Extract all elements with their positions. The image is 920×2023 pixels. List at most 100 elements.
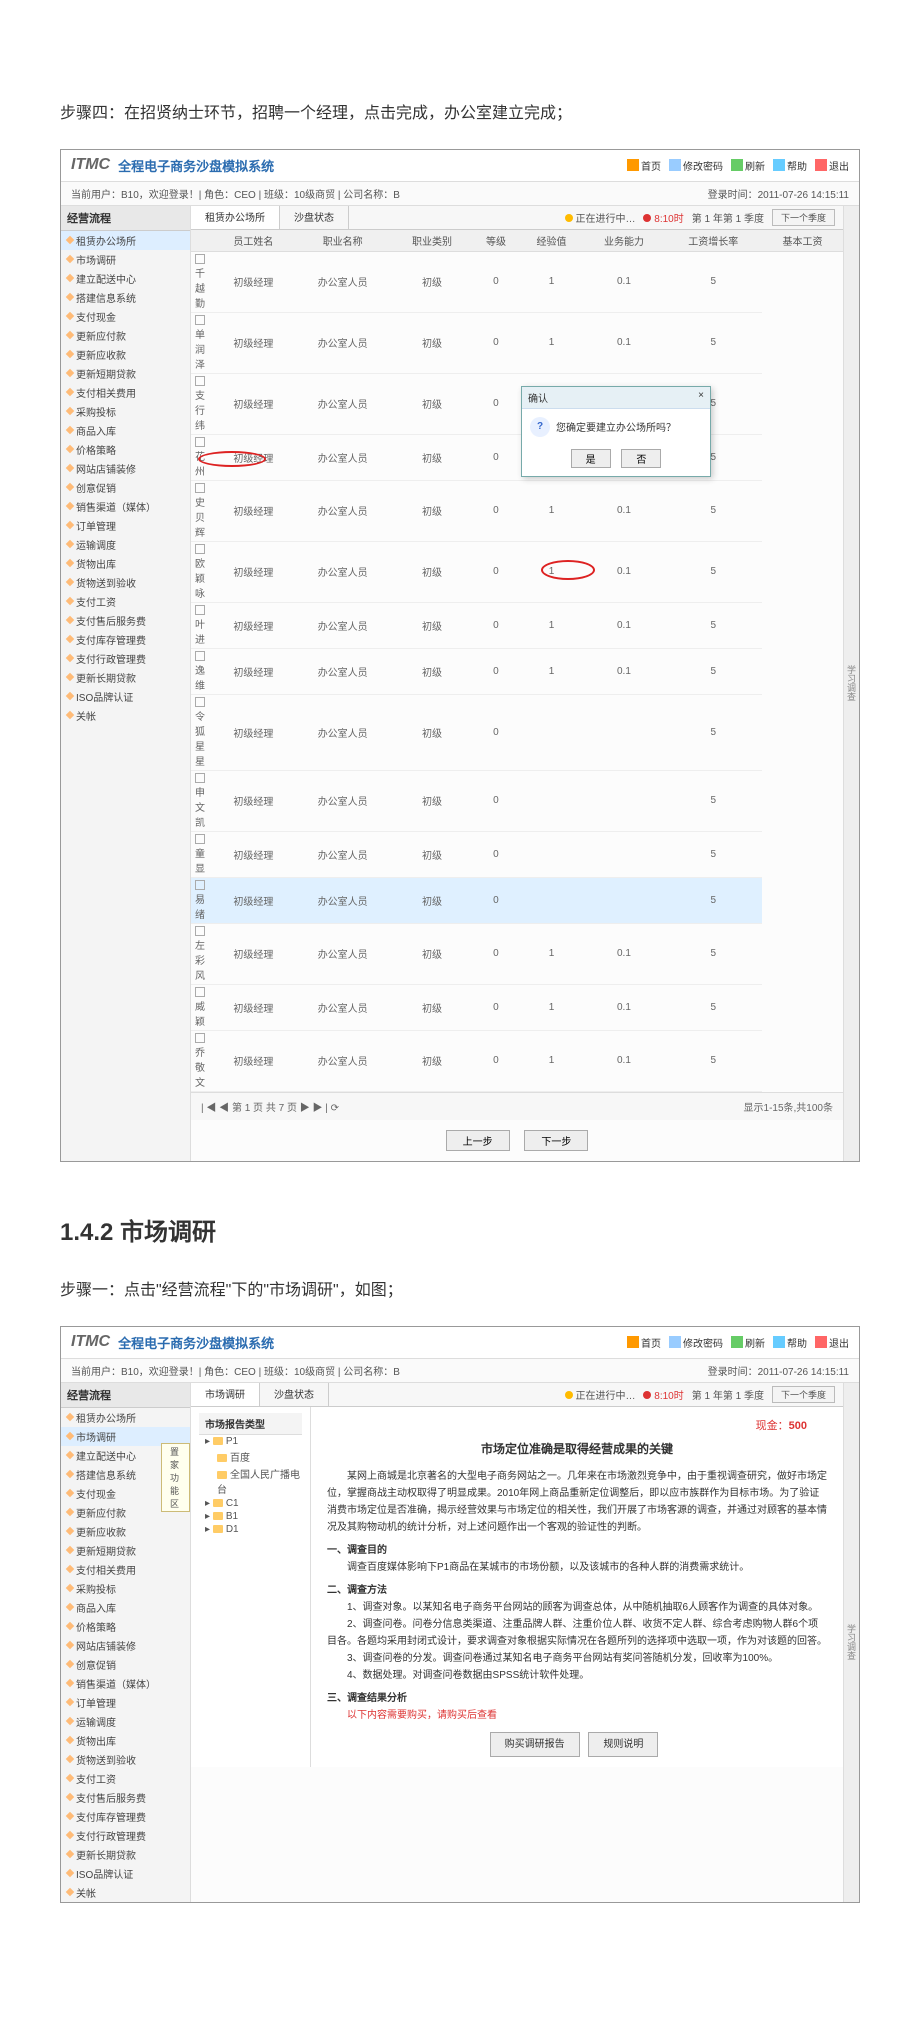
sidebar-item[interactable]: 支付库存管理费 (61, 1807, 190, 1826)
prev-button[interactable]: 上一步 (446, 1130, 510, 1151)
sidebar-item[interactable]: 销售渠道（媒体） (61, 1674, 190, 1693)
table-row[interactable]: 支行纬初级经理办公室人员初级010.15 (191, 373, 843, 434)
change-pw-link[interactable]: 修改密码 (669, 1335, 723, 1350)
sidebar-item[interactable]: 建立配送中心 (61, 269, 190, 288)
exit-link[interactable]: 退出 (815, 158, 849, 173)
sidebar-item[interactable]: 货物送到验收 (61, 573, 190, 592)
sidebar-item[interactable]: 支付工资 (61, 592, 190, 611)
table-row[interactable]: 易绪初级经理办公室人员初级05 (191, 877, 843, 923)
tab-status[interactable]: 沙盘状态 (280, 206, 349, 229)
sidebar-item[interactable]: 更新长期贷款 (61, 1845, 190, 1864)
rules-button[interactable]: 规则说明 (588, 1732, 658, 1757)
sidebar-item[interactable]: 支付售后服务费 (61, 611, 190, 630)
sidebar-item[interactable]: 运输调度 (61, 535, 190, 554)
table-row[interactable]: 千越勤初级经理办公室人员初级010.15 (191, 251, 843, 312)
help-link[interactable]: 帮助 (773, 1335, 807, 1350)
login-time: 登录时间：2011-07-26 14:15:11 (708, 1363, 849, 1378)
table-row[interactable]: 史贝辉初级经理办公室人员初级010.15 (191, 480, 843, 541)
sidebar-item[interactable]: 支付库存管理费 (61, 630, 190, 649)
right-tabs[interactable]: 学习调查媒体广告 (843, 1383, 859, 1902)
table-row[interactable]: 左彩风初级经理办公室人员初级010.15 (191, 923, 843, 984)
sidebar-item[interactable]: 租赁办公场所 (61, 231, 190, 250)
sidebar-item[interactable]: 更新短期贷款 (61, 1541, 190, 1560)
sidebar-item[interactable]: ISO品牌认证 (61, 687, 190, 706)
buy-report-button[interactable]: 购买调研报告 (490, 1732, 580, 1757)
sidebar-item[interactable]: 租赁办公场所 (61, 1408, 190, 1427)
sidebar: 经营流程 租赁办公场所市场调研建立配送中心搭建信息系统支付现金更新应付款更新应收… (61, 1383, 191, 1902)
sidebar-item[interactable]: 价格策略 (61, 440, 190, 459)
table-row[interactable]: 欧颖咏初级经理办公室人员初级010.15 (191, 541, 843, 602)
sidebar-item[interactable]: 搭建信息系统 (61, 288, 190, 307)
sidebar-item[interactable]: 创意促销 (61, 1655, 190, 1674)
table-row[interactable]: 单润泽初级经理办公室人员初级010.15 (191, 312, 843, 373)
table-row[interactable]: 逸维初级经理办公室人员初级010.15 (191, 648, 843, 694)
table-row[interactable]: 令狐星星初级经理办公室人员初级05 (191, 694, 843, 770)
sidebar-item[interactable]: 订单管理 (61, 1693, 190, 1712)
badge-button[interactable]: 置家功能区 (161, 1443, 190, 1512)
sidebar-item[interactable]: 采购投标 (61, 402, 190, 421)
change-pw-link[interactable]: 修改密码 (669, 158, 723, 173)
sidebar-item[interactable]: 市场调研 (61, 250, 190, 269)
refresh-link[interactable]: 刷新 (731, 1335, 765, 1350)
sidebar-item[interactable]: 更新应收款 (61, 345, 190, 364)
table-row[interactable]: 童显初级经理办公室人员初级05 (191, 831, 843, 877)
dialog-no-button[interactable]: 否 (621, 449, 661, 468)
sidebar-item[interactable]: 更新短期贷款 (61, 364, 190, 383)
sidebar-item[interactable]: 货物出库 (61, 1731, 190, 1750)
table-row[interactable]: 乔敬文初级经理办公室人员初级010.15 (191, 1030, 843, 1091)
home-link[interactable]: 首页 (627, 1335, 661, 1350)
tab-research[interactable]: 市场调研 (191, 1383, 260, 1406)
tree-node[interactable]: ▸ D1 (199, 1523, 302, 1536)
next-button[interactable]: 下一步 (524, 1130, 588, 1151)
sidebar-item[interactable]: 货物送到验收 (61, 1750, 190, 1769)
sidebar-item[interactable]: 更新应付款 (61, 326, 190, 345)
sidebar-item[interactable]: 关帐 (61, 1883, 190, 1902)
table-row[interactable]: 申文凯初级经理办公室人员初级05 (191, 770, 843, 831)
sidebar-item[interactable]: 更新长期贷款 (61, 668, 190, 687)
sidebar-item[interactable]: 支付相关费用 (61, 383, 190, 402)
tree-node[interactable]: 百度 (199, 1448, 302, 1465)
sidebar-item[interactable]: 销售渠道（媒体） (61, 497, 190, 516)
sidebar-item[interactable]: 采购投标 (61, 1579, 190, 1598)
tree-node[interactable]: ▸ B1 (199, 1510, 302, 1523)
sidebar-item[interactable]: 支付售后服务费 (61, 1788, 190, 1807)
sidebar-item[interactable]: 订单管理 (61, 516, 190, 535)
report-intro: 某网上商城是北京著名的大型电子商务网站之一。几年来在市场激烈竞争中，由于重视调查… (327, 1468, 827, 1536)
sidebar-item[interactable]: 支付工资 (61, 1769, 190, 1788)
table-row[interactable]: 叶进初级经理办公室人员初级010.15 (191, 602, 843, 648)
sidebar-item[interactable]: 价格策略 (61, 1617, 190, 1636)
sidebar-item[interactable]: 商品入库 (61, 1598, 190, 1617)
sidebar-item[interactable]: 创意促销 (61, 478, 190, 497)
table-row[interactable]: 花州初级经理办公室人员初级010.15 (191, 434, 843, 480)
sidebar-item[interactable]: 商品入库 (61, 421, 190, 440)
next-period-button[interactable]: 下一个季度 (772, 1386, 835, 1403)
sidebar-item[interactable]: 网站店铺装修 (61, 1636, 190, 1655)
sidebar-item[interactable]: ISO品牌认证 (61, 1864, 190, 1883)
system-name: 全程电子商务沙盘模拟系统 (118, 156, 274, 175)
sidebar-item[interactable]: 支付相关费用 (61, 1560, 190, 1579)
sidebar-item[interactable]: 更新应收款 (61, 1522, 190, 1541)
tab-status[interactable]: 沙盘状态 (260, 1383, 329, 1406)
tab-rent[interactable]: 租赁办公场所 (191, 206, 280, 229)
sidebar-item[interactable]: 关帐 (61, 706, 190, 725)
right-tabs[interactable]: 学习调查媒体广告 (843, 206, 859, 1161)
help-link[interactable]: 帮助 (773, 158, 807, 173)
table-row[interactable]: 威颖初级经理办公室人员初级010.15 (191, 984, 843, 1030)
exit-link[interactable]: 退出 (815, 1335, 849, 1350)
sidebar-item[interactable]: 运输调度 (61, 1712, 190, 1731)
sidebar-item[interactable]: 支付现金 (61, 307, 190, 326)
tree-node[interactable]: ▸ P1 (199, 1435, 302, 1448)
sidebar-item[interactable]: 网站店铺装修 (61, 459, 190, 478)
tree-node[interactable]: ▸ C1 (199, 1497, 302, 1510)
tree-node[interactable]: 全国人民广播电台 (199, 1465, 302, 1497)
sidebar-item[interactable]: 支付行政管理费 (61, 1826, 190, 1845)
sidebar-item[interactable]: 货物出库 (61, 554, 190, 573)
highlight-oval-row (198, 451, 266, 467)
refresh-link[interactable]: 刷新 (731, 158, 765, 173)
pager-left[interactable]: | ◀ ◀ 第 1 页 共 7 页 ▶ ▶ | ⟳ (201, 1099, 339, 1114)
next-period-button[interactable]: 下一个季度 (772, 209, 835, 226)
dialog-yes-button[interactable]: 是 (571, 449, 611, 468)
home-link[interactable]: 首页 (627, 158, 661, 173)
close-icon[interactable]: × (698, 390, 704, 405)
sidebar-item[interactable]: 支付行政管理费 (61, 649, 190, 668)
